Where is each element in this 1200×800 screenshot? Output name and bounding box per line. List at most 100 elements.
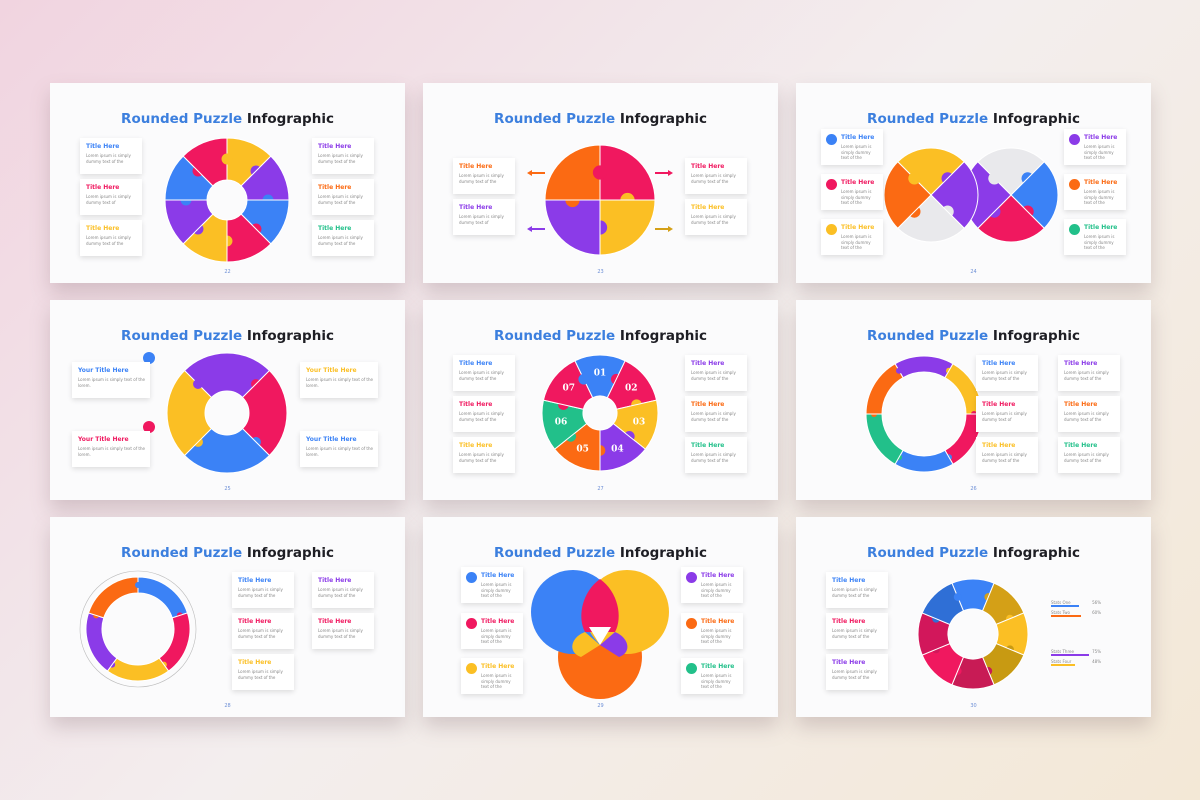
piece-number: 02 xyxy=(625,384,638,394)
card-title: Title Here xyxy=(318,225,352,232)
info-card: Title Here Lorem ipsum is simply dummy te… xyxy=(1064,219,1126,255)
card-text: Lorem ipsum is simply dummy text of the xyxy=(1064,370,1109,381)
info-card: Title Here Lorem ipsum is simply dummy te… xyxy=(685,199,747,235)
info-card: Title Here Lorem ipsum is simply dummy te… xyxy=(312,613,374,649)
piece-number: 04 xyxy=(611,445,624,455)
card-text: Lorem ipsum is simply dummy text of the xyxy=(841,189,872,205)
title-accent: Rounded Puzzle xyxy=(494,328,616,344)
card-text: Lorem ipsum is simply dummy text of the xyxy=(318,587,363,598)
puzzle-piece xyxy=(883,161,932,229)
title-accent: Rounded Puzzle xyxy=(121,328,243,344)
card-icon xyxy=(143,352,155,364)
title-rest: Infographic xyxy=(992,328,1080,344)
info-card: Title Here Lorem ipsum is simply dummy te… xyxy=(232,654,294,690)
arrow-head xyxy=(668,226,673,232)
card-text: Lorem ipsum is simply dummy text of the xyxy=(691,452,736,463)
page-number: 26 xyxy=(970,486,977,492)
puzzle-knob xyxy=(988,172,1001,185)
card-text: Lorem ipsum is simply dummy text of the xyxy=(238,669,283,680)
stat-label: Stats Two xyxy=(1051,610,1070,615)
card-title: Title Here xyxy=(481,618,515,625)
puzzle-piece xyxy=(894,355,954,379)
info-card: Title Here Lorem ipsum is simply dummy te… xyxy=(1064,129,1126,165)
info-card: Your Title Here Lorem ipsum is simply tex… xyxy=(300,431,378,467)
arrow-head xyxy=(527,226,532,232)
card-title: Your Title Here xyxy=(306,436,357,443)
title-accent: Rounded Puzzle xyxy=(121,545,243,561)
card-text: Lorem ipsum is simply dummy text of the xyxy=(1064,452,1109,463)
card-text: Lorem ipsum is simply dummy text of xyxy=(86,194,131,205)
card-icon xyxy=(686,618,697,629)
piece-number: 05 xyxy=(576,445,589,455)
piece-number: 03 xyxy=(633,417,646,427)
puzzle-knob xyxy=(578,373,590,385)
card-text: Lorem ipsum is simply dummy text of the xyxy=(318,235,363,246)
card-title: Title Here xyxy=(481,572,515,579)
outline xyxy=(79,570,197,688)
card-title: Title Here xyxy=(459,163,493,170)
card-text: Lorem ipsum is simply dummy text of the xyxy=(691,214,736,225)
card-text: Lorem ipsum is simply dummy text of the xyxy=(1084,144,1115,160)
title-rest: Infographic xyxy=(992,111,1080,127)
card-title: Title Here xyxy=(982,401,1016,408)
card-icon xyxy=(466,618,477,629)
card-text: Lorem ipsum is simply dummy text of the xyxy=(691,370,736,381)
info-card: Title Here Lorem ipsum is simply dummy te… xyxy=(461,658,523,694)
info-card: Title Here Lorem ipsum is simply dummy te… xyxy=(80,220,142,256)
stat-row: Stats Two 60% xyxy=(1051,610,1101,618)
card-title: Your Title Here xyxy=(306,367,357,374)
puzzle-piece xyxy=(897,147,965,196)
title-rest: Infographic xyxy=(246,328,334,344)
piece-number: 01 xyxy=(594,369,607,379)
card-title: Title Here xyxy=(1084,179,1118,186)
info-card: Your Title Here Lorem ipsum is simply tex… xyxy=(72,362,150,398)
puzzle-piece xyxy=(241,369,288,457)
card-text: Lorem ipsum is simply dummy text of the xyxy=(832,628,877,639)
card-title: Your Title Here xyxy=(78,436,129,443)
info-card: Title Here Lorem ipsum is simply dummy te… xyxy=(685,437,747,473)
puzzle-knob xyxy=(908,172,921,185)
title-rest: Infographic xyxy=(246,111,334,127)
card-title: Title Here xyxy=(691,204,725,211)
slide-graphic xyxy=(865,355,983,473)
card-title: Title Here xyxy=(318,184,352,191)
info-card: Title Here Lorem ipsum is simply dummy te… xyxy=(821,174,883,210)
arrow-head xyxy=(527,170,532,176)
card-title: Title Here xyxy=(982,442,1016,449)
puzzle-piece xyxy=(977,147,1045,196)
card-icon xyxy=(826,179,837,190)
card-text: Lorem ipsum is simply text of the lorem. xyxy=(78,377,145,388)
card-text: Lorem ipsum is simply dummy text of the xyxy=(459,452,504,463)
card-title: Title Here xyxy=(459,360,493,367)
puzzle-knob xyxy=(592,165,608,180)
slide-title: Rounded Puzzle Infographic xyxy=(423,328,778,344)
slide: Rounded Puzzle Infographic 25 Your Title H… xyxy=(50,300,405,500)
slide-title: Rounded Puzzle Infographic xyxy=(796,111,1151,127)
info-card: Title Here Lorem ipsum is simply dummy te… xyxy=(453,158,515,194)
card-title: Title Here xyxy=(318,143,352,150)
card-text: Lorem ipsum is simply dummy text of the xyxy=(459,411,504,422)
page-number: 25 xyxy=(224,486,231,492)
stat-value: 48% xyxy=(1092,659,1101,664)
card-title: Title Here xyxy=(318,577,352,584)
stat-value: 56% xyxy=(1092,600,1101,605)
puzzle-piece xyxy=(572,632,600,657)
slide-title: Rounded Puzzle Infographic xyxy=(50,111,405,127)
card-title: Title Here xyxy=(691,442,725,449)
info-card: Title Here Lorem ipsum is simply dummy te… xyxy=(1058,355,1120,391)
stat-bar xyxy=(1051,654,1089,656)
title-accent: Rounded Puzzle xyxy=(867,111,989,127)
page-number: 22 xyxy=(224,269,231,275)
page-number: 28 xyxy=(224,703,231,709)
card-title: Title Here xyxy=(238,618,272,625)
slide-graphic xyxy=(917,578,1029,690)
title-rest: Infographic xyxy=(619,328,707,344)
title-rest: Infographic xyxy=(992,545,1080,561)
card-text: Lorem ipsum is simply dummy text of xyxy=(459,214,504,225)
card-icon xyxy=(1069,134,1080,145)
slide: Rounded Puzzle Infographic 30 Title Here Lo… xyxy=(796,517,1151,717)
slide-graphic xyxy=(527,144,673,256)
stat-bar xyxy=(1051,605,1079,607)
puzzle-piece xyxy=(977,194,1045,243)
puzzle-knob xyxy=(221,153,233,165)
